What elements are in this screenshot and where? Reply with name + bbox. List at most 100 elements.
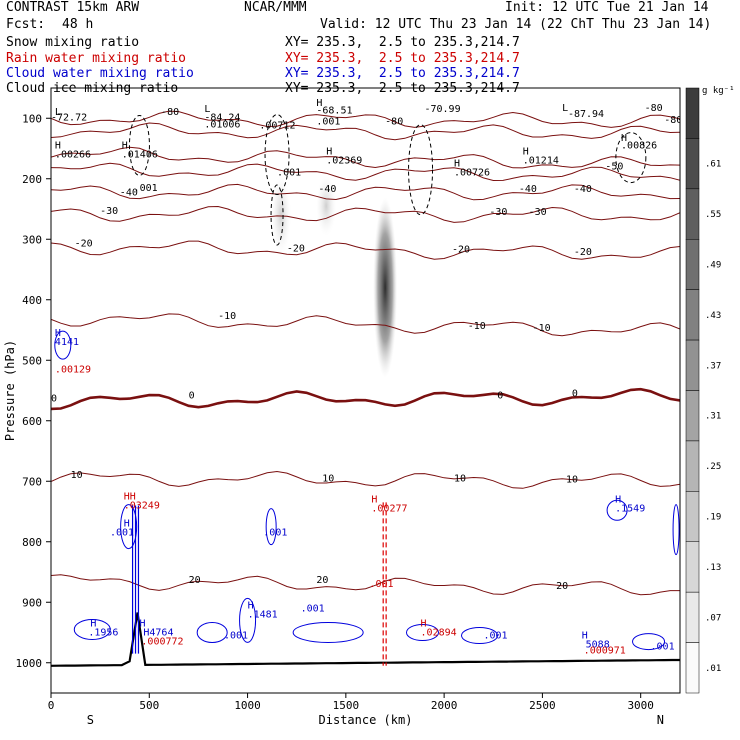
y-tick-label: 400 <box>22 294 42 307</box>
cloud-water-contour <box>672 504 680 556</box>
contour-label: .1481 <box>248 609 278 620</box>
cloud-ice-contour <box>128 114 150 176</box>
y-axis-label: Pressure (hPa) <box>3 340 17 441</box>
contour-label: .001 <box>369 579 393 590</box>
contour-label: .01006 <box>204 119 240 130</box>
contour-label: 0 <box>189 390 195 401</box>
contour-label: 10 <box>71 470 83 481</box>
contour-label: -80 <box>664 115 682 126</box>
temperature-contour <box>51 240 680 260</box>
cloud-ice-contour <box>270 184 284 246</box>
terrain-line <box>51 612 680 667</box>
colorbar-swatch <box>685 642 700 694</box>
contour-label: H <box>55 328 61 339</box>
cloud-water-contour <box>54 330 72 360</box>
x-axis-label: Distance (km) <box>319 713 413 727</box>
contour-label: 10 <box>566 474 578 485</box>
contour-label: -30 <box>489 207 507 218</box>
colorbar-swatch <box>685 541 700 593</box>
contour-label: -80 <box>645 103 663 114</box>
contour-label: H <box>139 618 145 629</box>
colorbar-swatch <box>685 390 700 442</box>
valid-time: Valid: 12 UTC Thu 23 Jan 14 (22 ChT Thu … <box>320 17 712 32</box>
colorbar-swatch <box>685 188 700 240</box>
contour-label: H <box>454 159 460 170</box>
contour-label: 0 <box>51 393 57 404</box>
colorbar-swatch <box>685 239 700 290</box>
x-tick-label: 1500 <box>333 699 360 712</box>
contour-label: -87.94 <box>568 109 604 120</box>
contour-label: -20 <box>75 239 93 250</box>
cloud-ice-contour <box>408 124 434 216</box>
snow-shading-faint <box>316 175 337 236</box>
colorbar-tick-label: .07 <box>705 613 721 623</box>
temperature-contour <box>51 122 680 141</box>
cloud-water-contour <box>606 499 628 521</box>
temperature-contour <box>51 387 680 411</box>
cloud-water-contour <box>73 618 111 640</box>
x-end-label-right: N <box>657 713 664 727</box>
cloud-water-contour <box>196 622 228 643</box>
contour-label: -40 <box>318 184 336 195</box>
cloud-water-contour <box>406 624 440 641</box>
cloud-water-contour <box>292 622 364 643</box>
contour-label: .00277 <box>371 504 407 515</box>
x-tick-label: 1000 <box>234 699 261 712</box>
colorbar-swatch <box>685 87 700 139</box>
colorbar-tick-label: .31 <box>705 412 721 422</box>
contour-label: L <box>204 104 210 115</box>
contour-label: .01214 <box>523 156 559 167</box>
contour-label: 20 <box>316 575 328 586</box>
y-tick-label: 700 <box>22 475 42 488</box>
field-rain-label: Rain water mixing ratio <box>6 51 187 66</box>
contour-label: -50 <box>605 162 623 173</box>
field-snow-label: Snow mixing ratio <box>6 35 140 50</box>
temperature-contour <box>51 313 680 337</box>
contour-label: .001 <box>224 631 248 642</box>
contour-label: -20 <box>574 247 592 258</box>
cloud-water-contour <box>632 633 666 651</box>
init-time: Init: 12 UTC Tue 21 Jan 14 <box>505 0 709 15</box>
contour-label: 20 <box>189 575 201 586</box>
contour-label: H4764 <box>143 628 173 639</box>
contour-label: -68.51 <box>316 105 352 116</box>
contour-label: .001 <box>301 603 325 614</box>
colorbar-tick-label: .49 <box>705 260 721 270</box>
cloud-water-contour <box>239 597 257 643</box>
contour-label: .1956 <box>88 628 118 639</box>
forecast-hours: 48 h <box>62 17 94 32</box>
contour-label: .00826 <box>621 141 657 152</box>
colorbar-tick-label: .61 <box>705 160 721 170</box>
contour-label: .03249 <box>124 500 160 511</box>
contour-label: H <box>316 98 322 109</box>
snow-shading-core <box>373 197 398 378</box>
contour-label: .00266 <box>55 150 91 161</box>
contour-label: -80 <box>161 107 179 118</box>
x-end-label-left: S <box>87 713 94 727</box>
contour-label: L <box>55 107 61 118</box>
contour-label: -30 <box>100 206 118 217</box>
temperature-contour <box>51 183 680 201</box>
y-tick-label: 600 <box>22 415 42 428</box>
contour-label: .001 <box>316 116 340 127</box>
contour-label: .1549 <box>615 504 645 515</box>
contour-label: .001 <box>483 631 507 642</box>
cloud-water-contour <box>120 504 138 550</box>
colorbar-swatch <box>685 138 700 190</box>
contour-label: 4141 <box>55 337 79 348</box>
contour-label: 10 <box>322 473 334 484</box>
contour-label: .001 <box>277 168 301 179</box>
model-title: CONTRAST 15km ARW <box>6 0 140 15</box>
colorbar-unit: g kg⁻¹ <box>702 86 735 96</box>
contour-label: H <box>90 618 96 629</box>
colorbar-tick-label: .13 <box>705 563 721 573</box>
contour-label: .00129 <box>55 364 91 375</box>
contour-label: -84.24 <box>204 113 240 124</box>
field-snow-xy: XY= 235.3, 2.5 to 235.3,214.7 <box>285 35 520 50</box>
contour-label: -20 <box>287 243 305 254</box>
colorbar-tick-label: .37 <box>705 361 721 371</box>
colorbar-swatch <box>685 289 700 341</box>
contour-label: 0 <box>572 389 578 400</box>
colorbar-tick-label: .43 <box>705 311 721 321</box>
y-tick-label: 1000 <box>16 657 43 670</box>
